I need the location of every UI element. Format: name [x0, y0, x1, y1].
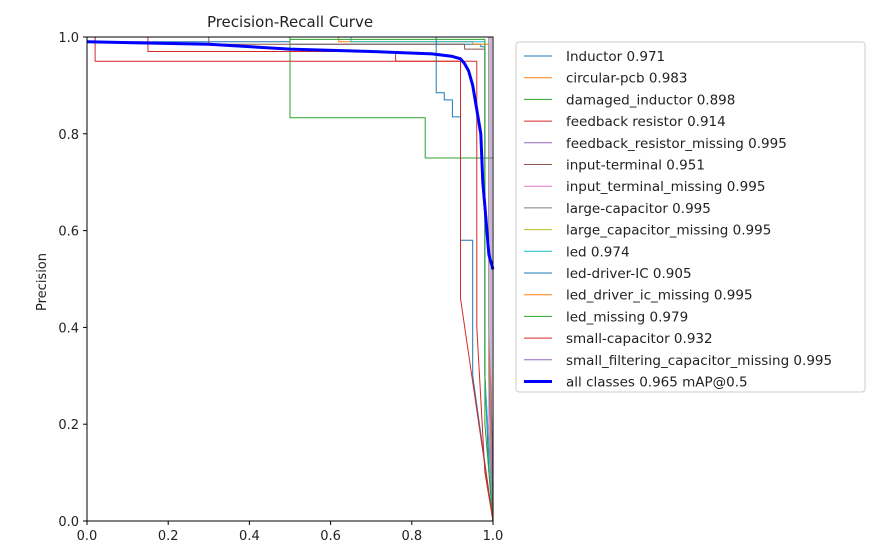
y-tick-label: 0.2 [58, 418, 79, 433]
x-tick-label: 0.4 [239, 529, 260, 544]
series-line-3 [87, 36, 494, 521]
legend-box [515, 41, 866, 393]
y-tick-label: 0.6 [58, 225, 79, 240]
x-tick-label: 0.2 [158, 529, 179, 544]
y-axis-label: Precision [35, 253, 50, 311]
legend-label: feedback_resistor_missing 0.995 [566, 136, 787, 152]
legend-label: large_capacitor_missing 0.995 [566, 223, 771, 239]
chart-title: Precision-Recall Curve [207, 13, 373, 31]
legend-label: large-capacitor 0.995 [566, 201, 711, 217]
legend-label: led 0.974 [566, 244, 630, 260]
legend-label: small_filtering_capacitor_missing 0.995 [566, 353, 832, 369]
y-tick-label: 0.4 [58, 321, 79, 336]
x-tick-label: 0.0 [77, 529, 98, 544]
y-tick-label: 1.0 [58, 31, 79, 46]
legend-label: led_missing 0.979 [566, 309, 688, 325]
series-line-11 [87, 36, 494, 522]
legend-label: led_driver_ic_missing 0.995 [566, 288, 753, 304]
legend-label: all classes 0.965 mAP@0.5 [566, 375, 748, 391]
legend-label: feedback resistor 0.914 [566, 114, 726, 130]
plot-frame [86, 36, 494, 522]
legend-label: Inductor 0.971 [566, 49, 665, 65]
legend-label: damaged_inductor 0.898 [566, 92, 735, 108]
ticks-layer: 0.0 0.2 0.4 0.6 0.8 1.0 0.0 0.2 0.4 0.6 0.8 1.0 [58, 31, 503, 544]
legend-label: input_terminal_missing 0.995 [566, 179, 765, 195]
legend-label: input-terminal 0.951 [566, 158, 705, 174]
series-layer [86, 36, 495, 522]
x-tick-label: 0.8 [401, 529, 422, 544]
x-tick-label: 0.6 [320, 529, 341, 544]
legend: Inductor 0.971 circular-pcb 0.983 damaged_… [515, 41, 866, 393]
x-tick-label: 1.0 [483, 529, 504, 544]
y-tick-label: 0.8 [58, 128, 79, 143]
legend-label: circular-pcb 0.983 [566, 71, 688, 87]
series-line-16 [86, 40, 495, 270]
legend-label: led-driver-IC 0.905 [566, 266, 692, 282]
legend-label: small-capacitor 0.932 [566, 331, 713, 347]
y-tick-label: 0.0 [58, 515, 79, 530]
